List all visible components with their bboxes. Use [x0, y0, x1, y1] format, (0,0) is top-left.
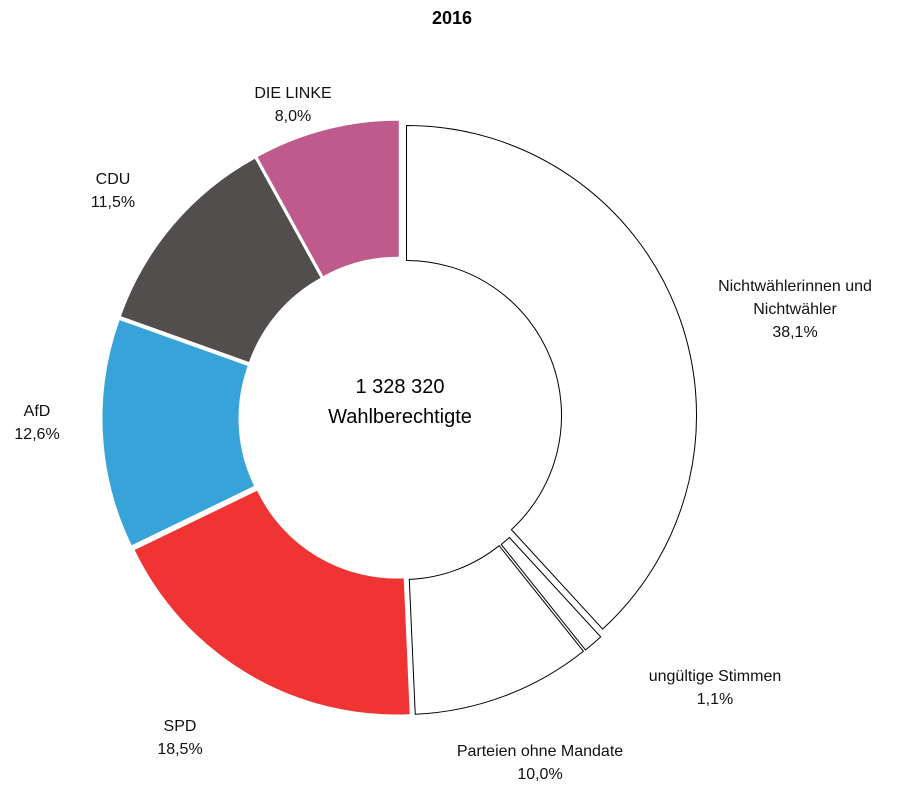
donut-segment — [500, 536, 602, 651]
segment-name: Parteien ohne Mandate — [456, 743, 624, 760]
segment-label: ungültige Stimmen 1,1% — [615, 665, 815, 711]
segment-value: 18,5% — [157, 741, 203, 758]
segment-name: SPD — [163, 718, 197, 735]
segment-name: AfD — [23, 403, 51, 420]
segment-label: CDU 11,5% — [73, 168, 153, 214]
segment-value: 11,5% — [90, 194, 136, 211]
donut-segment — [406, 124, 698, 630]
donut-segment — [257, 120, 399, 277]
segment-label: Nichtwählerinnen und Nichtwähler 38,1% — [695, 275, 895, 344]
center-line: 1 328 320 — [355, 376, 445, 398]
segment-value: 38,1% — [772, 324, 818, 341]
donut-segment — [102, 320, 255, 546]
segment-label: AfD 12,6% — [0, 400, 77, 446]
segment-label: DIE LINKE 8,0% — [233, 82, 353, 128]
segment-name: CDU — [95, 171, 131, 188]
segment-name: Nichtwählerinnen und Nichtwähler — [718, 278, 872, 318]
segment-name: DIE LINKE — [254, 85, 332, 102]
segment-label: Parteien ohne Mandate 10,0% — [420, 740, 660, 786]
segment-name: ungültige Stimmen — [648, 668, 782, 685]
segment-label: SPD 18,5% — [120, 715, 240, 761]
chart-title: 2016 — [431, 8, 473, 28]
center-line: Wahlberechtigte — [328, 406, 472, 428]
donut-segment — [134, 490, 410, 715]
segment-value: 1,1% — [696, 691, 734, 708]
center-text: 1 328 320 Wahlberechtigte — [300, 372, 500, 432]
segment-value: 8,0% — [274, 108, 312, 125]
segment-value: 12,6% — [14, 426, 60, 443]
donut-segment — [120, 158, 321, 362]
donut-segment — [408, 544, 585, 715]
segment-value: 10,0% — [517, 766, 563, 783]
